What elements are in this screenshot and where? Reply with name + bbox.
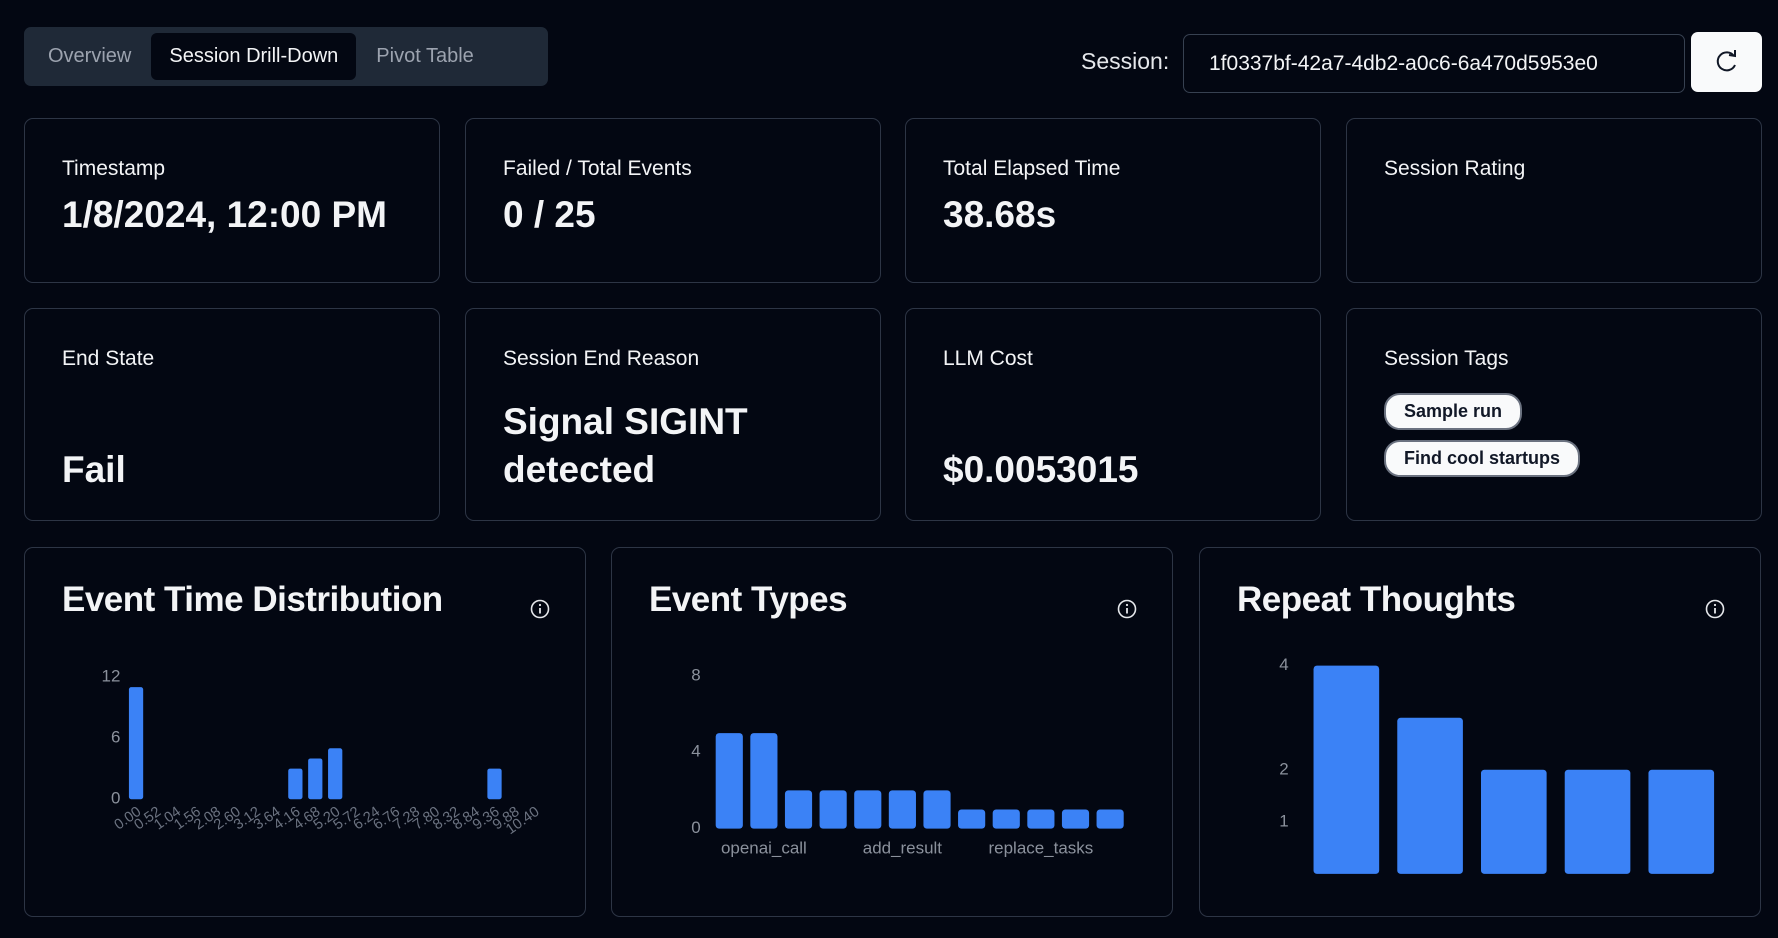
chart: 1 2 4 xyxy=(1279,655,1715,874)
bar xyxy=(1564,769,1631,874)
bar xyxy=(888,790,916,829)
bar xyxy=(958,809,986,829)
chart: 06120.000.521.041.562.082.603.123.644.16… xyxy=(102,666,543,838)
chart-card: Event Types 0 4 8 openai_call add_result repla… xyxy=(611,547,1173,917)
bar xyxy=(750,733,778,829)
stat-card: Session Tags Sample run Find cool startu… xyxy=(1346,308,1762,521)
chart-title: Repeat Thoughts xyxy=(1237,580,1516,619)
info-icon[interactable] xyxy=(529,598,551,620)
bar xyxy=(1481,769,1547,874)
stat-card: Timestamp 1/8/2024, 12:00 PM xyxy=(24,118,440,283)
tab-active[interactable]: Session Drill-Down xyxy=(151,33,357,80)
bar xyxy=(1313,665,1380,874)
x-tick-label: add_result xyxy=(863,838,943,857)
y-tick-label: 6 xyxy=(111,728,120,747)
bar xyxy=(854,790,882,829)
stat-card: LLM Cost $0.0053015 xyxy=(905,308,1321,521)
card-label: Failed / Total Events xyxy=(503,157,692,180)
y-tick-label: 12 xyxy=(102,666,121,685)
info-icon[interactable] xyxy=(1116,598,1138,620)
chart: 0 4 8 openai_call add_result replace_tasks xyxy=(691,665,1124,857)
info-icon[interactable] xyxy=(1704,598,1726,620)
y-tick-label: 8 xyxy=(691,665,700,684)
card-value: Signal SIGINT detected xyxy=(503,400,748,490)
stat-card: Total Elapsed Time 38.68s xyxy=(905,118,1321,283)
bar xyxy=(1096,809,1124,829)
card-label: Session Rating xyxy=(1384,157,1526,180)
card-label: LLM Cost xyxy=(943,347,1033,370)
card-label: Session End Reason xyxy=(503,347,700,370)
stat-card: Session Rating xyxy=(1346,118,1762,283)
chart-title: Event Time Distribution xyxy=(62,580,443,619)
card-label: Timestamp xyxy=(62,157,166,180)
bar xyxy=(1061,809,1090,829)
refresh-button[interactable] xyxy=(1691,32,1762,92)
card-label: End State xyxy=(62,347,155,370)
bar xyxy=(328,748,343,800)
bar xyxy=(1027,809,1055,829)
card-value: $0.0053015 xyxy=(943,448,1139,490)
tab[interactable]: Overview xyxy=(48,45,132,67)
bar xyxy=(1648,769,1715,874)
card-value: Fail xyxy=(62,448,126,490)
x-tick-label: openai_call xyxy=(721,838,807,857)
chart-title: Event Types xyxy=(649,580,848,619)
bar xyxy=(487,768,502,800)
stat-card: Session End Reason Signal SIGINT detected xyxy=(465,308,881,521)
stat-card: Failed / Total Events 0 / 25 xyxy=(465,118,881,283)
card-value: 38.68s xyxy=(943,194,1057,235)
card-label: Total Elapsed Time xyxy=(943,157,1121,180)
card-value: 0 / 25 xyxy=(503,194,596,235)
bar xyxy=(992,809,1020,829)
stat-card: End State Fail xyxy=(24,308,440,521)
tag[interactable]: Sample run xyxy=(1384,393,1523,430)
x-tick-label: replace_tasks xyxy=(989,838,1094,857)
bar xyxy=(308,758,323,800)
chart-card: Event Time Distribution 0 6 12 0.00 0.52 1.04 1… xyxy=(24,547,586,917)
bar xyxy=(923,790,951,829)
y-tick-label: 0 xyxy=(691,818,700,837)
y-tick-label: 2 xyxy=(1279,759,1288,778)
tab-bar: Overview Session Drill-Down Pivot Table xyxy=(24,27,548,86)
y-tick-label: 0 xyxy=(111,789,120,808)
bar xyxy=(784,790,813,829)
bar xyxy=(715,733,743,829)
tab[interactable]: Pivot Table xyxy=(376,45,474,67)
bar xyxy=(288,768,303,800)
tag[interactable]: Find cool startups xyxy=(1384,440,1581,477)
bar xyxy=(1397,717,1463,874)
bar xyxy=(128,687,144,800)
card-value: 1/8/2024, 12:00 PM xyxy=(62,194,387,235)
y-tick-label: 4 xyxy=(1279,655,1288,674)
chart-card: Repeat Thoughts 1 2 4 xyxy=(1199,547,1761,917)
y-tick-label: 4 xyxy=(691,742,700,761)
refresh-icon xyxy=(1716,50,1736,72)
bar xyxy=(819,790,847,829)
y-tick-label: 1 xyxy=(1279,811,1288,830)
session-label: Session: xyxy=(1081,48,1170,74)
session-input[interactable]: 1f0337bf-42a7-4db2-a0c6-6a470d5953e0 xyxy=(1183,34,1685,93)
card-label: Session Tags xyxy=(1384,347,1509,370)
